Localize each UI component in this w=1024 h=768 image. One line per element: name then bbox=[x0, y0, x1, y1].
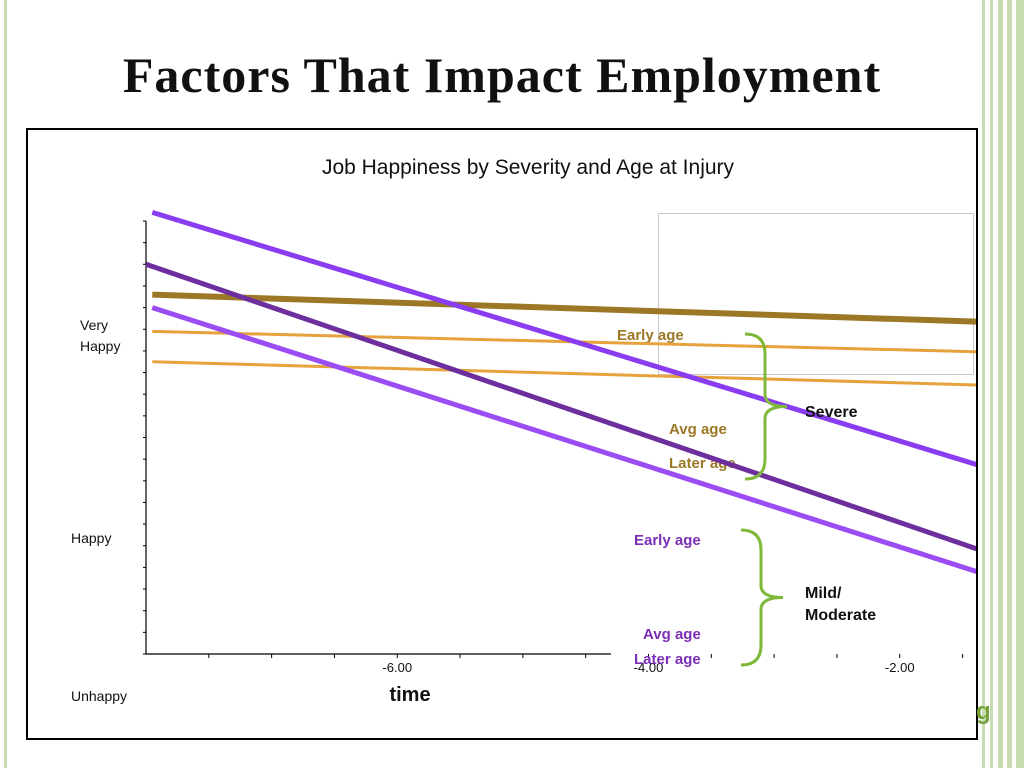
series-line bbox=[145, 261, 976, 552]
slide-title: Factors That Impact Employment bbox=[122, 47, 882, 103]
y-tick-label: Unhappy bbox=[71, 688, 127, 704]
series-line bbox=[151, 209, 976, 467]
y-tick-label: Happy bbox=[80, 338, 120, 354]
series-label: Early age bbox=[617, 327, 684, 344]
x-tick-label: -4.00 bbox=[634, 660, 664, 675]
slide-frame-left bbox=[4, 0, 7, 768]
chart-title: Job Happiness by Severity and Age at Inj… bbox=[321, 156, 735, 179]
chart-panel: Job Happiness by Severity and Age at Inj… bbox=[26, 128, 978, 740]
empty-placeholder-box bbox=[658, 213, 974, 375]
group-label-mild-moderate: Mild/ bbox=[805, 585, 842, 602]
series-label: Avg age bbox=[643, 626, 701, 643]
series-line bbox=[152, 360, 976, 387]
series-line bbox=[152, 329, 976, 354]
corner-glyph: g bbox=[976, 698, 991, 725]
group-label-mild-moderate: Moderate bbox=[805, 607, 876, 624]
brace-severe bbox=[744, 332, 788, 481]
x-tick-label: -2.00 bbox=[885, 660, 915, 675]
series-line bbox=[152, 291, 976, 325]
y-tick-label: Very bbox=[80, 317, 108, 333]
job-happiness-chart: -6.00 -4.00 -2.00 Unhappy Happy Very Happy time… bbox=[71, 209, 976, 706]
brace-mild-moderate bbox=[740, 528, 784, 667]
group-label-severe: Severe bbox=[805, 404, 858, 421]
series-label: Later age bbox=[634, 651, 701, 668]
x-axis-label: time bbox=[389, 684, 430, 706]
x-tick-label: -6.00 bbox=[382, 660, 412, 675]
slide-frame-right bbox=[978, 0, 1024, 768]
series-label: Avg age bbox=[669, 421, 727, 438]
series-line bbox=[151, 305, 976, 574]
series-label: Early age bbox=[634, 532, 701, 549]
y-tick-label: Happy bbox=[71, 530, 111, 546]
